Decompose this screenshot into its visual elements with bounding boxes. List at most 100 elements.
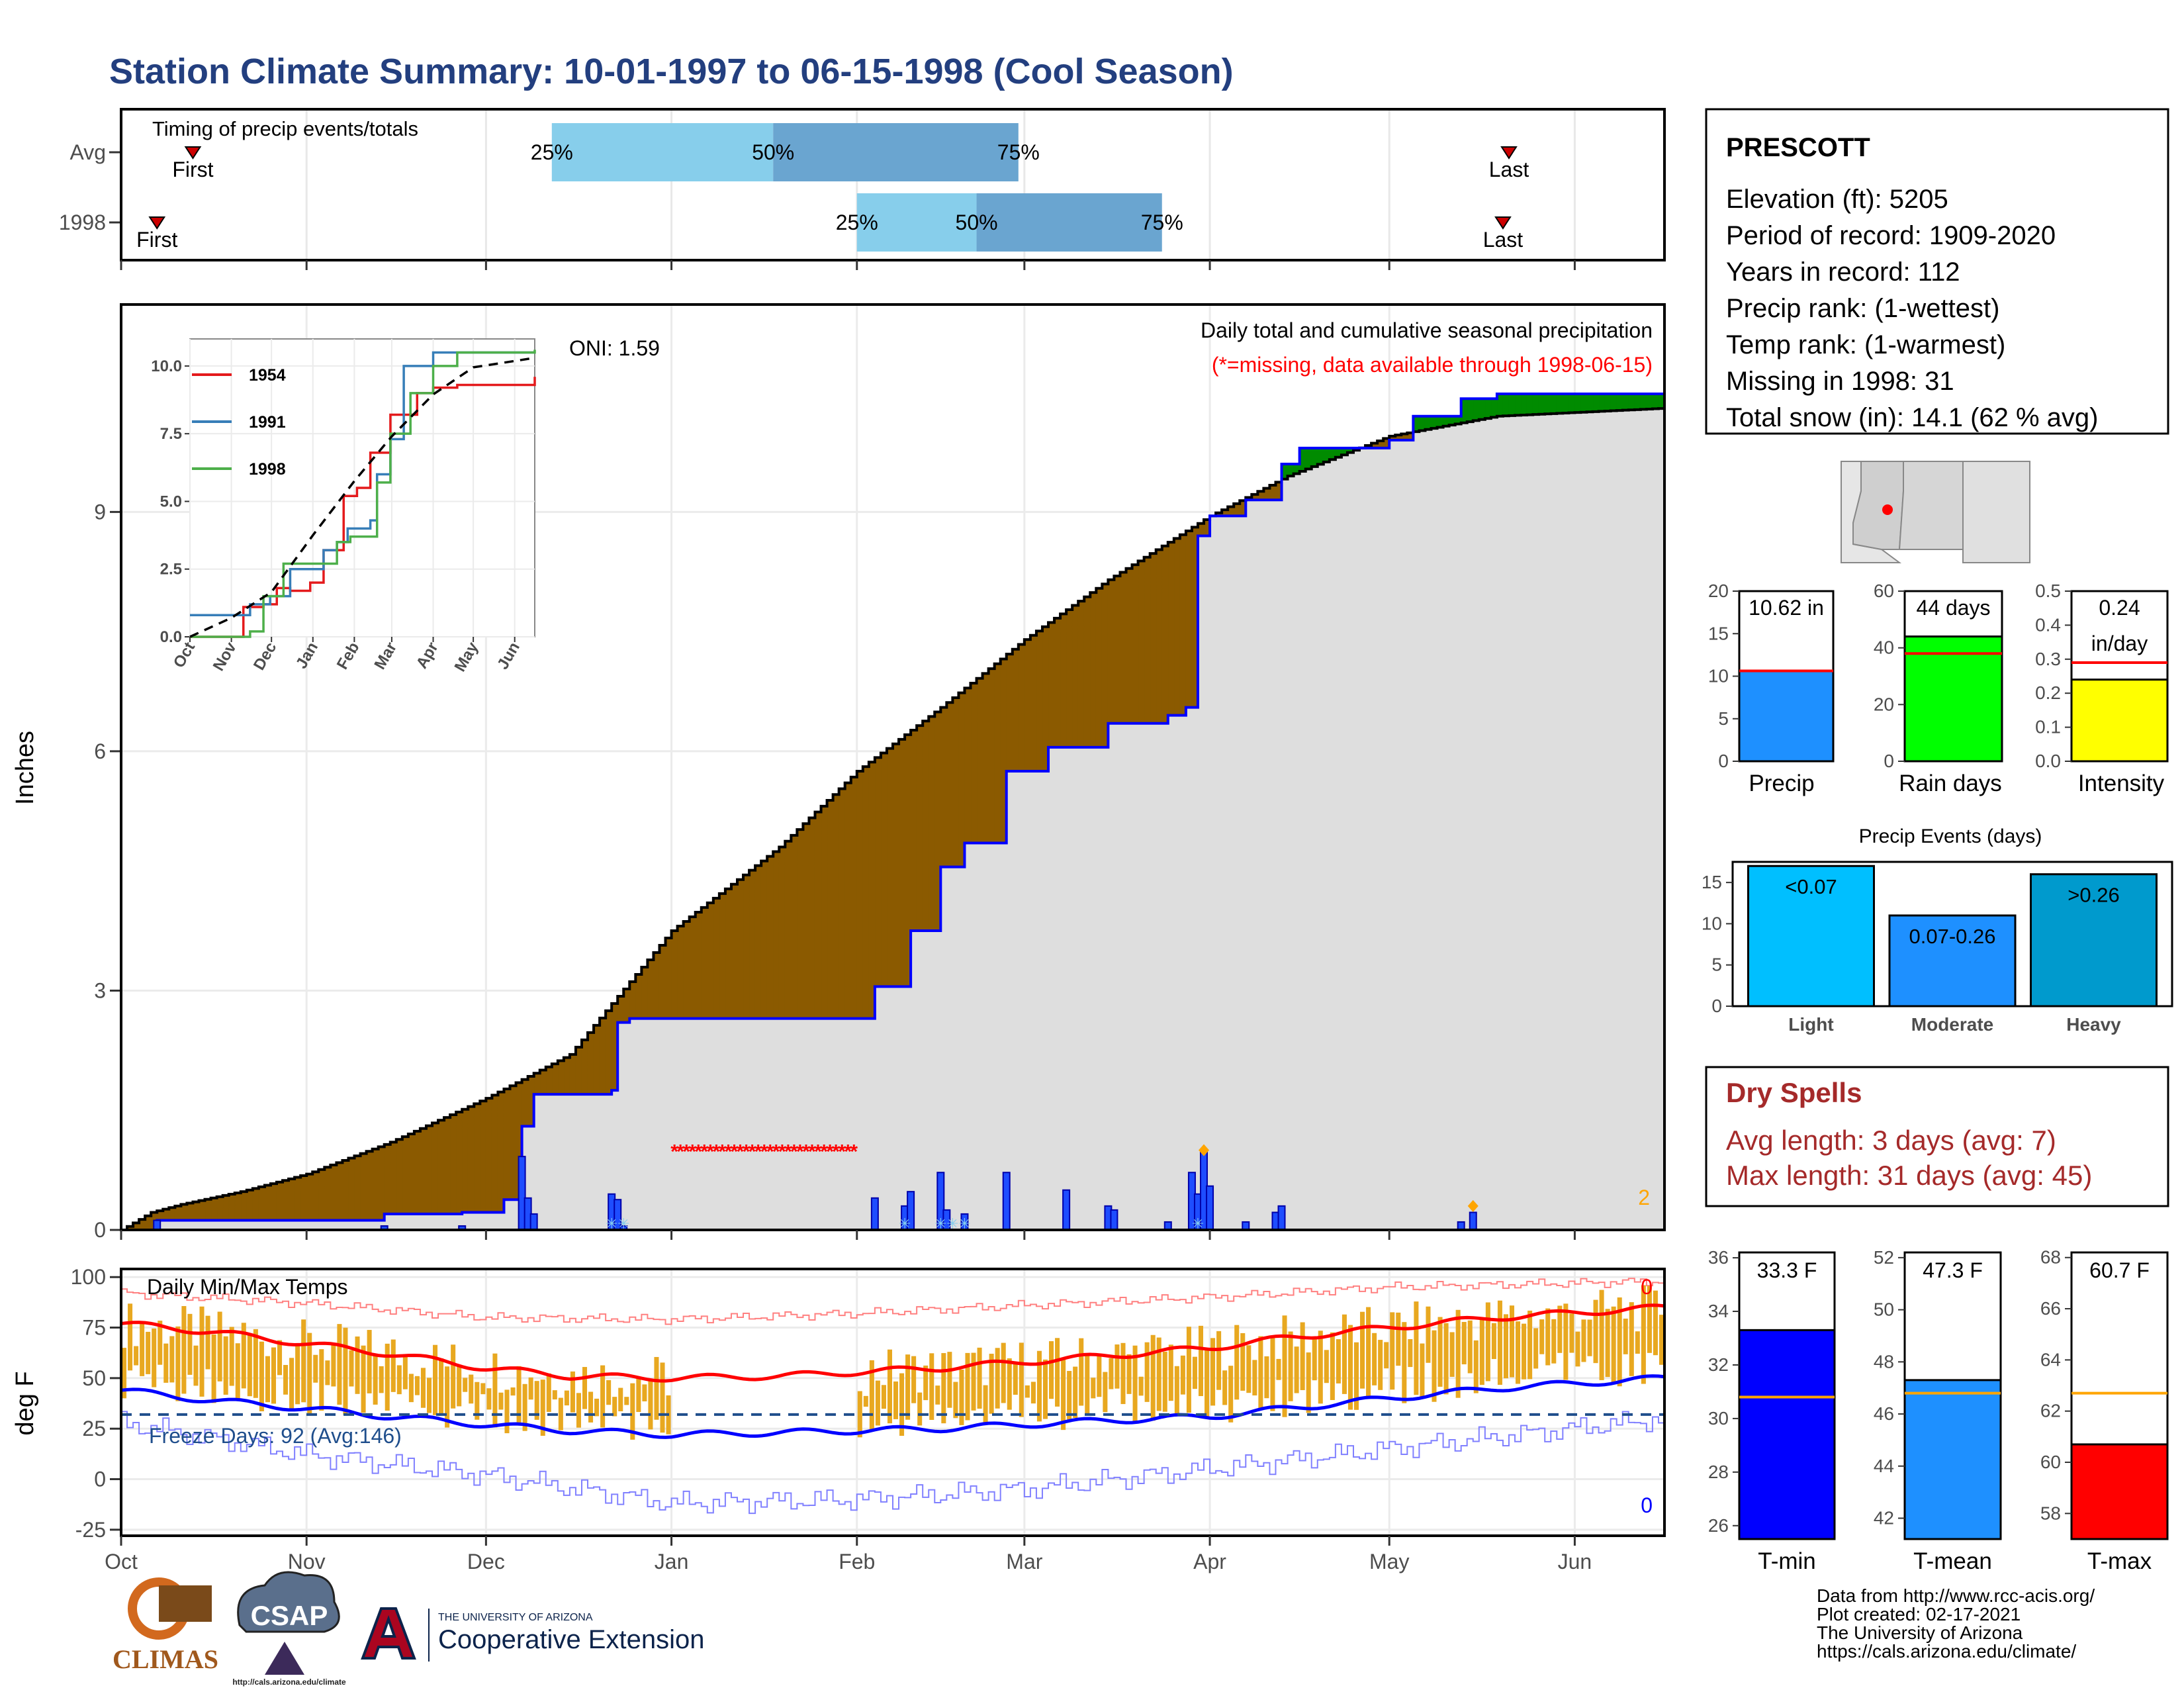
missing-day-marker: * <box>676 1141 684 1162</box>
temp-bar-y-label: 58 <box>2040 1503 2061 1523</box>
daily-temp-range-bar <box>983 1385 988 1423</box>
x-tick-label: Oct <box>105 1550 138 1573</box>
daily-temp-range-bar <box>1372 1333 1377 1385</box>
daily-temp-range-bar <box>1563 1303 1569 1380</box>
daily-temp-range-bar <box>1629 1302 1634 1376</box>
daily-temp-range-bar <box>941 1353 946 1424</box>
daily-temp-range-bar <box>1258 1336 1263 1409</box>
daily-temp-range-bar <box>175 1326 181 1401</box>
station-info-line: Temp rank: (1-warmest) <box>1726 330 2005 359</box>
temp-bar-y-label: 64 <box>2040 1349 2061 1370</box>
daily-temp-range-bar <box>923 1365 929 1401</box>
daily-precip-bar <box>1206 1185 1214 1231</box>
record-high-count: 0 <box>1641 1275 1653 1299</box>
mini-bar-y-label: 0.0 <box>2035 751 2061 771</box>
csap-logo-cloud <box>237 1571 340 1633</box>
mini-bar-y-label: 20 <box>1708 581 1729 601</box>
daily-temp-range-bar <box>935 1385 940 1405</box>
station-box-border <box>1705 108 2169 435</box>
csap-logo-mountain <box>265 1642 304 1675</box>
missing-day-marker: * <box>754 1141 762 1162</box>
daily-temp-range-bar <box>229 1327 234 1386</box>
mini-bar-y-label: 20 <box>1874 694 1894 714</box>
missing-day-marker: * <box>688 1141 696 1162</box>
daily-temp-range-bar <box>1437 1317 1443 1387</box>
event-bar-category: Moderate <box>1911 1014 1993 1035</box>
daily-temp-range-bar <box>618 1387 623 1411</box>
plot-header: Daily total and cumulative seasonal prec… <box>1201 318 1653 342</box>
timing-p50-label: 50% <box>956 211 998 234</box>
daily-temp-range-bar <box>881 1385 886 1409</box>
daily-temp-range-bar <box>271 1347 277 1404</box>
daily-temp-range-bar <box>367 1330 372 1393</box>
daily-temp-range-bar <box>217 1311 222 1382</box>
daily-temp-range-bar <box>492 1353 498 1428</box>
daily-temp-range-bar <box>1617 1297 1622 1387</box>
freeze-days-label: Freeze Days: 92 (Avg:146) <box>149 1424 402 1448</box>
daily-temp-range-bar <box>199 1306 205 1397</box>
daily-temp-range-bar <box>947 1352 952 1408</box>
temp-border <box>120 1268 1666 1537</box>
mini-bar-y-label: 0.4 <box>2035 614 2061 635</box>
daily-precip-bar <box>153 1219 161 1231</box>
temp-bar-value-t-mean <box>1903 1379 2002 1540</box>
station-name: PRESCOTT <box>1726 133 1870 162</box>
missing-day-marker: * <box>784 1141 792 1162</box>
events-title: Precip Events (days) <box>1859 825 2042 847</box>
daily-temp-range-bar <box>152 1328 157 1387</box>
daily-temp-range-bar <box>1192 1356 1197 1389</box>
daily-temp-range-bar <box>1264 1356 1269 1399</box>
missing-day-marker: * <box>737 1141 745 1162</box>
daily-temp-range-bar <box>1635 1331 1640 1354</box>
event-bar-heavy <box>2030 873 2158 1008</box>
daily-temp-range-bar <box>1426 1306 1431 1363</box>
daily-temp-range-bar <box>259 1341 264 1411</box>
temp-bar-y-label: 26 <box>1708 1515 1729 1536</box>
mini-bar-y-label: 15 <box>1708 623 1729 643</box>
daily-temp-range-bar <box>319 1349 324 1411</box>
daily-precip-bar <box>1110 1209 1118 1231</box>
daily-temp-range-bar <box>1055 1338 1060 1407</box>
missing-day-marker: * <box>713 1141 721 1162</box>
dry-spells-title: Dry Spells <box>1726 1077 1862 1108</box>
daily-temp-range-bar <box>1449 1332 1455 1377</box>
daily-temp-range-bar <box>929 1353 934 1421</box>
missing-day-marker: * <box>844 1141 852 1162</box>
daily-temp-range-bar <box>857 1391 862 1438</box>
daily-temp-range-bar <box>1593 1299 1598 1364</box>
inset-y-label: 5.0 <box>160 492 182 510</box>
daily-temp-range-bar <box>1551 1319 1557 1364</box>
footer-credit-line: Plot created: 02-17-2021 <box>1817 1604 2021 1624</box>
daily-temp-range-bar <box>1198 1325 1204 1397</box>
daily-temp-range-bar <box>1246 1345 1251 1393</box>
timing-border <box>120 108 1666 261</box>
dry-spells-border <box>1705 1066 2169 1207</box>
location-map <box>1841 461 2030 564</box>
temp-bar-value-t-max <box>2070 1443 2169 1540</box>
mini-bar-y-label: 10 <box>1708 666 1729 686</box>
daily-temp-range-bar <box>1533 1328 1539 1369</box>
daily-temp-range-bar <box>1467 1320 1473 1374</box>
daily-temp-range-bar <box>1013 1364 1018 1395</box>
y-tick-label: 9 <box>94 500 106 524</box>
daily-temp-range-bar <box>1138 1376 1144 1396</box>
events-y-label: 15 <box>1702 872 1722 892</box>
inset-y-label: 10.0 <box>151 357 182 375</box>
daily-temp-range-bar <box>1156 1337 1161 1411</box>
daily-temp-range-bar <box>1641 1285 1646 1384</box>
daily-temp-range-bar <box>1036 1350 1042 1422</box>
daily-temp-range-bar <box>343 1327 348 1415</box>
daily-temp-range-bar <box>1324 1350 1329 1383</box>
daily-temp-range-bar <box>480 1383 486 1395</box>
temp-y-axis-title: deg F <box>11 1371 39 1435</box>
mini-bar-y-label: 0 <box>1718 751 1729 771</box>
missing-day-marker: * <box>700 1141 708 1162</box>
timing-row-label: Avg <box>69 140 106 164</box>
daily-temp-range-bar <box>122 1348 127 1399</box>
daily-temp-range-bar <box>1168 1344 1173 1401</box>
missing-day-marker: * <box>808 1141 816 1162</box>
mini-bar-y-label: 60 <box>1874 581 1894 601</box>
daily-temp-range-bar <box>1503 1314 1508 1379</box>
avg-cumulative-line <box>121 407 1666 1231</box>
